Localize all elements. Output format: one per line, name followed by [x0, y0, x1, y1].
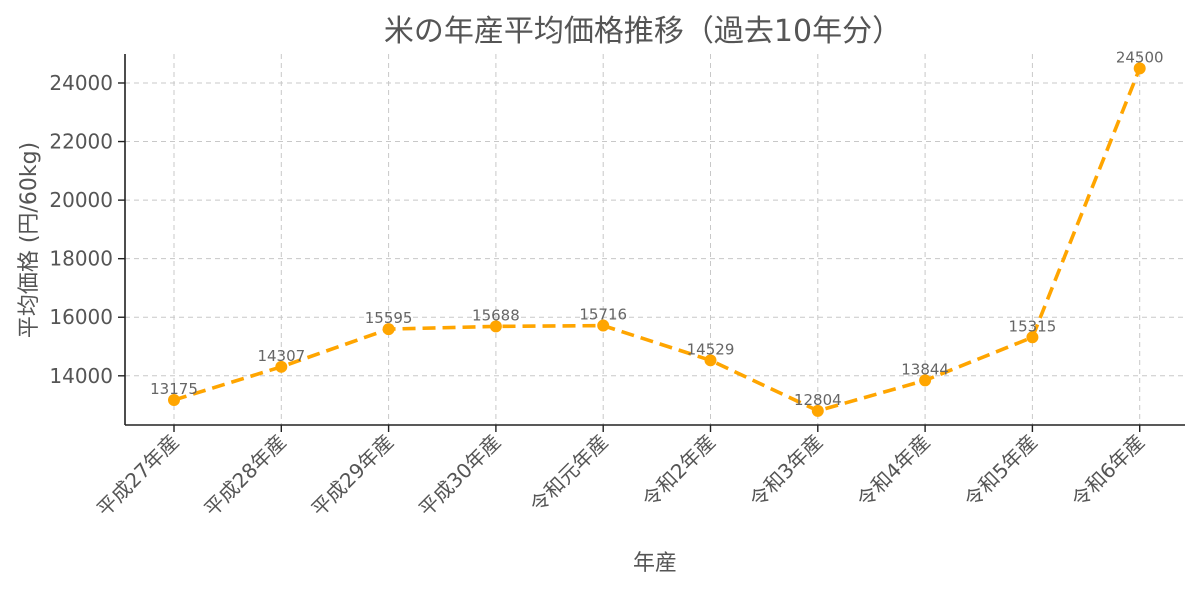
data-label: 13175: [150, 380, 198, 398]
data-label: 14529: [687, 340, 735, 358]
data-label: 15315: [1009, 317, 1057, 335]
y-tick-label: 20000: [49, 188, 113, 212]
data-label: 15716: [579, 306, 627, 324]
y-tick-label: 22000: [49, 130, 113, 154]
x-tick-label: 令和3年産: [745, 430, 828, 513]
x-tick-label: 平成28年産: [199, 430, 291, 522]
data-label: 13844: [901, 360, 949, 378]
data-point: [704, 354, 717, 367]
y-tick-label: 14000: [49, 364, 113, 388]
data-point: [1026, 331, 1039, 344]
series-line: [173, 67, 1142, 413]
x-tick-label: 平成30年産: [414, 430, 506, 522]
data-label: 24500: [1116, 48, 1164, 66]
data-label: 15595: [365, 309, 413, 327]
x-tick-label: 令和元年産: [525, 430, 613, 518]
x-tick-label: 令和5年産: [959, 430, 1042, 513]
y-axis-label: 平均価格 (円/60kg): [17, 142, 42, 338]
data-point: [811, 404, 824, 417]
axes-layer: [124, 54, 1185, 426]
data-point: [597, 319, 610, 332]
y-tick-label: 18000: [49, 247, 113, 271]
data-point: [275, 360, 288, 373]
data-point: [919, 374, 932, 387]
data-point: [489, 320, 502, 333]
data-point: [382, 323, 395, 336]
data-label: 12804: [794, 391, 842, 409]
grid-layer: [125, 54, 1185, 425]
x-tick-label: 平成27年産: [92, 430, 184, 522]
y-tick-label: 24000: [49, 71, 113, 95]
series-layer: [168, 62, 1146, 417]
data-label: 14307: [257, 347, 305, 365]
y-tick-label: 16000: [49, 305, 113, 329]
x-tick-label: 平成29年産: [307, 430, 399, 522]
chart-title: 米の年産平均価格推移（過去10年分）: [384, 14, 902, 49]
x-tick-label: 令和2年産: [637, 430, 720, 513]
data-point: [168, 393, 180, 406]
data-label: 15688: [472, 306, 520, 324]
data-point: [1133, 62, 1146, 75]
x-tick-label: 令和4年産: [852, 430, 935, 513]
x-axis-label: 年産: [633, 551, 677, 576]
x-tick-label: 令和6年産: [1067, 430, 1150, 513]
data-labels-layer: 13175 14307 15595 15688 15716 14529 12804 13844…: [150, 48, 1163, 408]
ticks-layer: 14000 16000 18000 20000 22000 24000 平成27年産 平成28…: [49, 71, 1149, 521]
